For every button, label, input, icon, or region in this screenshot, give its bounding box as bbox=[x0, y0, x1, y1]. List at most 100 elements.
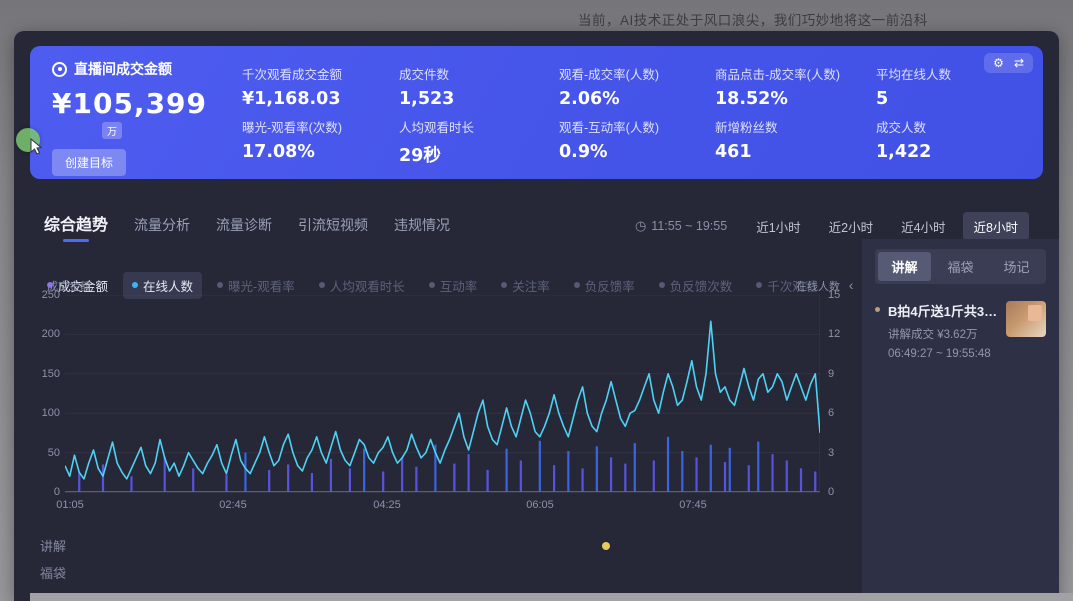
legend-label: 人均观看时长 bbox=[329, 279, 405, 294]
left-tick-100: 100 bbox=[41, 407, 60, 420]
unit-badge: 万 bbox=[102, 122, 122, 139]
left-tick-150: 150 bbox=[41, 367, 60, 380]
x-tick-06:05: 06:05 bbox=[526, 499, 554, 511]
metric-value: 0.9% bbox=[559, 142, 608, 162]
metric-label: 千次观看成交金额 bbox=[242, 68, 343, 82]
legend-item-负反馈次数[interactable]: 负反馈次数 bbox=[650, 272, 742, 299]
hero-metric-7: 观看-互动率(人数) 0.9% bbox=[559, 111, 715, 167]
product-thumbnail[interactable] bbox=[1006, 301, 1046, 337]
legend-item-人均观看时长[interactable]: 人均观看时长 bbox=[310, 272, 414, 299]
legend-dot bbox=[47, 282, 53, 288]
legend-dot bbox=[501, 282, 508, 288]
right-panel-tabs: 讲解 福袋 场记 bbox=[875, 249, 1046, 284]
metric-value: ¥1,168.03 bbox=[242, 89, 341, 109]
right-tab-福袋[interactable]: 福袋 bbox=[947, 260, 974, 275]
hero-metric-3: 商品点击-成交率(人数) 18.52% bbox=[715, 58, 876, 111]
time-filter-近8小时[interactable]: 近8小时 bbox=[962, 211, 1029, 241]
tab-引流短视频[interactable]: 引流短视频 bbox=[298, 217, 369, 233]
legend-item-千次观看[interactable]: 千次观看… bbox=[747, 272, 839, 299]
metric-value: 17.08% bbox=[242, 142, 315, 162]
right-tick-9: 9 bbox=[828, 367, 835, 380]
time-range: ◷ 11:55 ~ 19:55 bbox=[635, 218, 727, 234]
tab-违规情况[interactable]: 违规情况 bbox=[394, 217, 451, 233]
metric-label: 曝光-观看率(次数) bbox=[242, 121, 342, 135]
metric-label: 观看-成交率(人数) bbox=[559, 68, 659, 82]
hero-title: 直播间成交金额 bbox=[74, 61, 172, 77]
hero-metric-8: 新增粉丝数 461 bbox=[715, 111, 876, 167]
hero-metric-9: 成交人数 1,422 bbox=[876, 111, 973, 167]
metric-label: 平均在线人数 bbox=[876, 68, 952, 82]
hero-metric-2: 观看-成交率(人数) 2.06% bbox=[559, 58, 715, 111]
tab-流量分析[interactable]: 流量分析 bbox=[134, 217, 191, 233]
legend-item-负反馈率[interactable]: 负反馈率 bbox=[565, 272, 644, 299]
trend-tabs: 综合趋势 流量分析 流量诊断 引流短视频 违规情况 bbox=[44, 211, 450, 241]
right-tick-6: 6 bbox=[828, 407, 835, 420]
metric-value: 1,523 bbox=[399, 89, 455, 109]
legend-label: 千次观看… bbox=[767, 279, 830, 294]
metric-label: 成交人数 bbox=[876, 121, 927, 135]
time-filter-近4小时[interactable]: 近4小时 bbox=[901, 220, 946, 235]
metric-label: 商品点击-成交率(人数) bbox=[715, 68, 840, 82]
item-title: B拍4斤送1斤共35-4... bbox=[888, 304, 998, 319]
right-tick-12: 12 bbox=[828, 328, 841, 341]
hero-metrics-grid: 千次观看成交金额 ¥1,168.03 成交件数 1,523 观看-成交率(人数) 2.06… bbox=[242, 58, 973, 167]
lane-label-讲解: 讲解 bbox=[40, 539, 67, 554]
x-tick-04:25: 04:25 bbox=[373, 499, 401, 511]
item-bullet bbox=[875, 307, 880, 312]
legend-label: 成交金额 bbox=[58, 279, 109, 294]
legend-item-成交金额[interactable]: 成交金额 bbox=[38, 272, 117, 299]
legend-item-曝光-观看率[interactable]: 曝光-观看率 bbox=[208, 272, 304, 299]
hero-metric-5: 曝光-观看率(次数) 17.08% bbox=[242, 111, 399, 167]
target-icon bbox=[52, 61, 67, 77]
legend-label: 曝光-观看率 bbox=[228, 279, 295, 294]
x-tick-01:05: 01:05 bbox=[56, 499, 84, 511]
item-deal-amount: 讲解成交 ¥3.62万 bbox=[888, 329, 978, 341]
legend-prev-icon[interactable]: ‹ bbox=[848, 277, 854, 293]
item-text: B拍4斤送1斤共35-4... 讲解成交 ¥3.62万 06:49:27 ~ 1… bbox=[888, 301, 998, 360]
hero-metric-1: 成交件数 1,523 bbox=[399, 58, 559, 111]
time-filter-近1小时[interactable]: 近1小时 bbox=[756, 220, 801, 235]
explain-list-item[interactable]: B拍4斤送1斤共35-4... 讲解成交 ¥3.62万 06:49:27 ~ 1… bbox=[875, 301, 1046, 360]
legend-item-关注率[interactable]: 关注率 bbox=[492, 272, 559, 299]
background-caption-text: 当前，AI技术正处于风口浪尖，我们巧妙地将这一前沿科 bbox=[578, 13, 928, 28]
left-tick-50: 50 bbox=[47, 446, 60, 459]
settings-gear-icon[interactable]: ⚙ bbox=[993, 56, 1004, 70]
hero-kpi-card: 直播间成交金额 ¥105,399 万 创建目标 千次观看成交金额 ¥1,168.0… bbox=[30, 46, 1043, 179]
time-range-text: 11:55 ~ 19:55 bbox=[651, 219, 728, 233]
x-tick-02:45: 02:45 bbox=[219, 499, 247, 511]
left-tick-0: 0 bbox=[53, 486, 60, 498]
tab-综合趋势[interactable]: 综合趋势 bbox=[44, 211, 108, 241]
metric-value: 18.52% bbox=[715, 89, 788, 109]
metric-value: 29秒 bbox=[399, 146, 441, 166]
legend-dot bbox=[132, 282, 139, 288]
left-axis-title: 成交金额 bbox=[47, 281, 91, 293]
explain-event-marker[interactable] bbox=[602, 542, 610, 550]
trend-chart[interactable] bbox=[65, 295, 820, 495]
time-filter-近2小时[interactable]: 近2小时 bbox=[828, 220, 874, 235]
mouse-cursor-icon bbox=[30, 138, 43, 155]
legend-label: 关注率 bbox=[512, 279, 550, 294]
hero-metric-6: 人均观看时长 29秒 bbox=[399, 111, 559, 167]
legend-items: 成交金额 在线人数 曝光-观看率 人均观看时长 互动率 关注率 负反馈率 负反馈次数 千次观看… bbox=[38, 271, 839, 299]
right-tab-讲解[interactable]: 讲解 bbox=[878, 252, 931, 281]
right-tab-场记[interactable]: 场记 bbox=[1003, 260, 1030, 275]
legend-item-在线人数[interactable]: 在线人数 bbox=[123, 271, 203, 299]
create-goal-button[interactable]: 创建目标 bbox=[52, 149, 127, 176]
legend-label: 在线人数 bbox=[143, 279, 194, 294]
swap-arrows-icon[interactable]: ⇄ bbox=[1013, 56, 1024, 70]
legend-label: 负反馈次数 bbox=[669, 279, 733, 294]
lane-label-福袋: 福袋 bbox=[40, 566, 67, 581]
metric-value: 1,422 bbox=[876, 142, 932, 162]
hero-metric-0: 千次观看成交金额 ¥1,168.03 bbox=[242, 58, 399, 111]
legend-dot bbox=[573, 282, 580, 288]
legend-dot bbox=[658, 282, 665, 288]
legend-dot bbox=[318, 282, 325, 288]
item-time-range: 06:49:27 ~ 19:55:48 bbox=[888, 348, 991, 360]
legend-item-互动率[interactable]: 互动率 bbox=[420, 272, 487, 299]
time-filter-area: ◷ 11:55 ~ 19:55 近1小时 近2小时 近4小时 近8小时 bbox=[635, 211, 1029, 241]
right-tick-15: 15 bbox=[828, 289, 841, 301]
tab-流量诊断[interactable]: 流量诊断 bbox=[216, 217, 273, 233]
x-tick-07:45: 07:45 bbox=[679, 499, 707, 511]
right-tick-3: 3 bbox=[828, 446, 835, 459]
legend-label: 负反馈率 bbox=[584, 279, 635, 294]
